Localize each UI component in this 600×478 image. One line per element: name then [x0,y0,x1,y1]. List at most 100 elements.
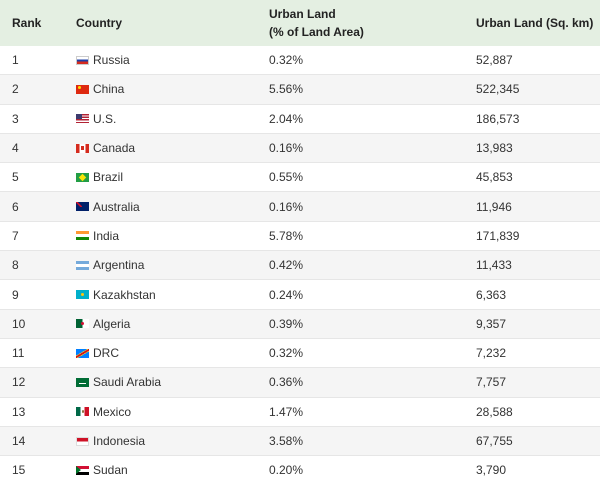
urban-pct-cell: 5.56% [269,82,304,97]
urban-sqkm-cell: 28,588 [476,404,513,419]
country-cell: Saudi Arabia [76,375,161,389]
country-name: Algeria [93,316,131,331]
country-name: Canada [93,141,136,156]
rank-cell: 14 [12,434,26,448]
rank-cell: 6 [12,199,19,214]
table-row: 10 Algeria 0.39% 9,357 [0,309,600,339]
country-name: Kazakhstan [93,287,156,302]
table-header: Rank Country Urban Land (% of Land Area)… [0,0,600,46]
table-row: 5 Brazil 0.55% 45,853 [0,163,600,193]
ca-flag-icon [76,143,89,153]
header-urban-sqkm: Urban Land (Sq. km) [476,16,594,30]
header-urban-pct-line1: Urban Land [269,7,336,21]
header-urban-pct: Urban Land (% of Land Area) [269,5,364,41]
urban-sqkm-cell: 45,853 [476,170,513,185]
urban-pct-cell: 0.32% [269,346,304,361]
rank-cell: 10 [12,316,26,331]
table-row: 13 Mexico 1.47% 28,588 [0,397,600,427]
header-urban-pct-line2: (% of Land Area) [269,25,364,39]
rank-cell: 4 [12,141,19,156]
us-flag-icon [76,114,89,124]
mx-flag-icon [76,407,89,417]
urban-sqkm-cell: 171,839 [476,228,520,243]
rank-cell: 15 [12,463,26,478]
rank-cell: 2 [12,82,19,97]
country-name: Australia [93,199,140,214]
urban-pct-cell: 3.58% [269,434,304,448]
urban-sqkm-cell: 7,757 [476,375,507,390]
dz-flag-icon [76,319,89,329]
urban-sqkm-cell: 522,345 [476,82,520,97]
table-row: 3 U.S. 2.04% 186,573 [0,104,600,134]
table-row: 14 Indonesia 3.58% 67,755 [0,426,600,457]
ru-flag-icon [76,55,89,65]
country-cell: China [76,82,124,96]
urban-pct-cell: 0.16% [269,141,304,156]
rank-cell: 12 [12,375,26,390]
table-row: 7 India 5.78% 171,839 [0,221,600,252]
urban-sqkm-cell: 186,573 [476,111,520,126]
rank-cell: 1 [12,53,19,68]
country-cell: Canada [76,141,135,155]
urban-sqkm-cell: 7,232 [476,346,507,361]
urban-pct-cell: 0.36% [269,375,304,390]
country-name: China [93,82,125,97]
ar-flag-icon [76,260,89,270]
rank-cell: 3 [12,111,19,126]
country-cell: India [76,229,119,243]
table-row: 4 Canada 0.16% 13,983 [0,133,600,164]
country-cell: Brazil [76,170,123,184]
cn-flag-icon [76,84,89,94]
id-flag-icon [76,436,89,446]
urban-pct-cell: 0.16% [269,199,304,214]
rank-cell: 5 [12,170,19,185]
table-row: 15 Sudan 0.20% 3,790 [0,456,600,478]
country-name: DRC [93,346,119,361]
country-cell: Argentina [76,258,144,272]
urban-sqkm-cell: 52,887 [476,53,513,68]
country-name: India [93,228,120,243]
table-row: 1 Russia 0.32% 52,887 [0,46,600,76]
table-row: 6 Australia 0.16% 11,946 [0,192,600,222]
country-cell: Algeria [76,317,130,331]
country-cell: Russia [76,53,130,67]
country-cell: Sudan [76,463,128,477]
country-name: Argentina [93,258,145,273]
au-flag-icon [76,202,89,212]
urban-sqkm-cell: 3,790 [476,463,507,478]
urban-sqkm-cell: 67,755 [476,434,513,448]
country-name: Mexico [93,404,132,419]
country-cell: U.S. [76,112,116,126]
urban-pct-cell: 0.42% [269,258,304,273]
country-name: Brazil [93,170,124,185]
rank-cell: 11 [12,346,25,361]
country-cell: Indonesia [76,434,145,448]
table-row: 11 DRC 0.32% 7,232 [0,338,600,369]
rank-cell: 9 [12,287,19,302]
header-rank: Rank [12,16,42,30]
in-flag-icon [76,231,89,241]
table-row: 2 China 5.56% 522,345 [0,75,600,105]
country-name: Russia [93,53,130,68]
header-country: Country [76,16,122,30]
country-cell: Kazakhstan [76,288,156,302]
country-name: U.S. [93,111,117,126]
urban-pct-cell: 2.04% [269,111,304,126]
table-body: 1 Russia 0.32% 52,887 2 China 5.56% 522,345 3 U.S… [0,46,600,478]
urban-pct-cell: 0.20% [269,463,304,478]
country-cell: Mexico [76,405,131,419]
country-cell: Australia [76,200,140,214]
country-name: Indonesia [93,434,146,448]
urban-sqkm-cell: 13,983 [476,141,513,156]
urban-sqkm-cell: 9,357 [476,316,507,331]
country-cell: DRC [76,346,119,360]
urban-pct-cell: 0.32% [269,53,304,68]
urban-pct-cell: 0.24% [269,287,304,302]
urban-pct-cell: 1.47% [269,404,304,419]
country-name: Saudi Arabia [93,375,162,390]
urban-sqkm-cell: 6,363 [476,287,507,302]
urban-pct-cell: 0.39% [269,316,304,331]
sd-flag-icon [76,465,89,475]
rank-cell: 8 [12,258,19,273]
